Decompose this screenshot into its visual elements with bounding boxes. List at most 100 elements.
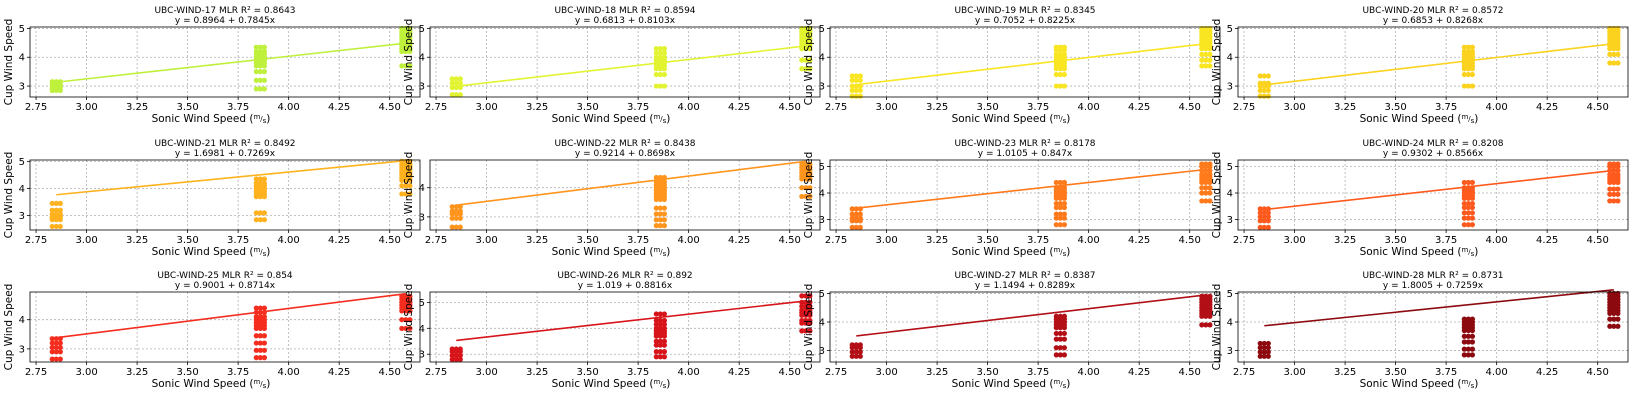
scatter-points xyxy=(1257,25,1621,99)
data-point xyxy=(1461,333,1467,339)
data-point xyxy=(807,328,813,334)
data-point xyxy=(661,325,668,331)
x-tick-label: 4.00 xyxy=(678,235,700,246)
data-point xyxy=(1465,48,1471,55)
data-point xyxy=(253,314,259,320)
data-point xyxy=(1061,44,1068,50)
data-point xyxy=(57,344,63,351)
data-point xyxy=(853,215,859,221)
data-point xyxy=(399,63,405,69)
x-axis-label: Sonic Wind Speed (m/s) xyxy=(552,378,671,390)
data-point xyxy=(1265,214,1271,220)
regression-equation: y = 0.9302 + 0.8566x xyxy=(1383,149,1484,159)
data-point xyxy=(253,69,259,75)
data-point xyxy=(849,206,855,212)
data-point xyxy=(657,46,663,52)
x-axis-label: Sonic Wind Speed (m/s) xyxy=(1360,378,1479,390)
subplot-title: UBC-WIND-28 MLR R² = 0.8731 xyxy=(1362,271,1503,281)
x-tick-label: 4.00 xyxy=(1486,102,1508,113)
data-point xyxy=(407,63,413,69)
data-point xyxy=(849,224,855,230)
plot-frame xyxy=(1237,26,1629,98)
x-tick-label: 2.75 xyxy=(1233,235,1255,246)
plot-frame xyxy=(829,26,1221,98)
data-point xyxy=(257,176,263,182)
data-point xyxy=(1465,71,1471,78)
y-tick-label: 4 xyxy=(419,324,425,335)
data-point xyxy=(857,93,863,99)
data-point xyxy=(1615,191,1621,197)
y-axis-label: Cup Wind Speed xyxy=(3,284,15,371)
data-point xyxy=(1053,200,1059,207)
data-point xyxy=(1615,186,1621,192)
x-axis-label: Sonic Wind Speed (m/s) xyxy=(152,246,271,258)
plot-frame xyxy=(829,291,1221,363)
data-point xyxy=(1257,224,1263,230)
data-point xyxy=(653,83,659,89)
data-point xyxy=(1053,352,1059,358)
data-point xyxy=(457,76,463,82)
data-point xyxy=(1057,345,1063,351)
y-axis-label: Cup Wind Speed xyxy=(3,19,15,106)
data-point xyxy=(1257,214,1263,220)
data-point xyxy=(1461,179,1467,186)
data-point xyxy=(1057,179,1063,186)
x-tick-label: 4.25 xyxy=(328,367,350,378)
x-tick-label: 3.50 xyxy=(1384,235,1406,246)
regression-line xyxy=(856,168,1206,210)
data-point xyxy=(53,344,59,351)
x-tick-label: 3.00 xyxy=(1283,367,1305,378)
x-tick-label: 4.00 xyxy=(1078,367,1100,378)
data-point xyxy=(1261,87,1267,93)
y-axis-label: Cup Wind Speed xyxy=(803,284,815,371)
y-tick-label: 3 xyxy=(419,350,425,361)
data-point xyxy=(657,71,663,78)
data-point xyxy=(1265,87,1271,93)
y-tick-label: 3 xyxy=(1227,82,1233,93)
data-point xyxy=(1207,171,1213,178)
data-point xyxy=(799,293,805,299)
data-point xyxy=(1061,222,1068,228)
data-point xyxy=(807,317,813,324)
data-point xyxy=(653,174,659,181)
data-point xyxy=(457,224,463,230)
data-point xyxy=(653,342,659,348)
data-point xyxy=(49,356,55,362)
data-point xyxy=(399,191,405,197)
data-point xyxy=(1207,51,1213,57)
x-tick-label: 3.00 xyxy=(475,235,497,246)
regression-line xyxy=(856,294,1206,337)
x-tick-label: 2.75 xyxy=(425,367,447,378)
x-tick-label: 3.00 xyxy=(1283,235,1305,246)
data-point xyxy=(1257,73,1263,79)
x-tick-label: 3.00 xyxy=(475,102,497,113)
data-point xyxy=(1615,161,1621,167)
data-point xyxy=(1053,215,1059,221)
x-tick-label: 3.50 xyxy=(576,102,598,113)
data-point xyxy=(257,333,263,339)
data-point xyxy=(1057,44,1063,50)
x-tick-label: 4.00 xyxy=(1486,235,1508,246)
data-point xyxy=(849,342,855,348)
y-tick-label: 3 xyxy=(819,82,825,93)
x-tick-label: 4.00 xyxy=(1078,102,1100,113)
x-tick-label: 2.75 xyxy=(425,235,447,246)
data-point xyxy=(261,210,268,216)
data-point xyxy=(799,307,805,313)
data-point xyxy=(661,179,668,185)
x-tick-label: 2.75 xyxy=(425,102,447,113)
x-tick-label: 3.25 xyxy=(526,367,548,378)
scatter-points xyxy=(849,161,1213,230)
data-point xyxy=(403,191,409,197)
data-point xyxy=(457,352,463,359)
data-point xyxy=(1469,316,1476,322)
data-point xyxy=(253,333,259,339)
data-point xyxy=(661,54,668,60)
data-point xyxy=(1469,222,1476,228)
data-point xyxy=(1261,353,1267,359)
data-point xyxy=(803,317,809,324)
data-point xyxy=(261,305,268,311)
regression-line xyxy=(856,42,1206,86)
data-point xyxy=(653,211,659,217)
data-point xyxy=(803,161,809,167)
